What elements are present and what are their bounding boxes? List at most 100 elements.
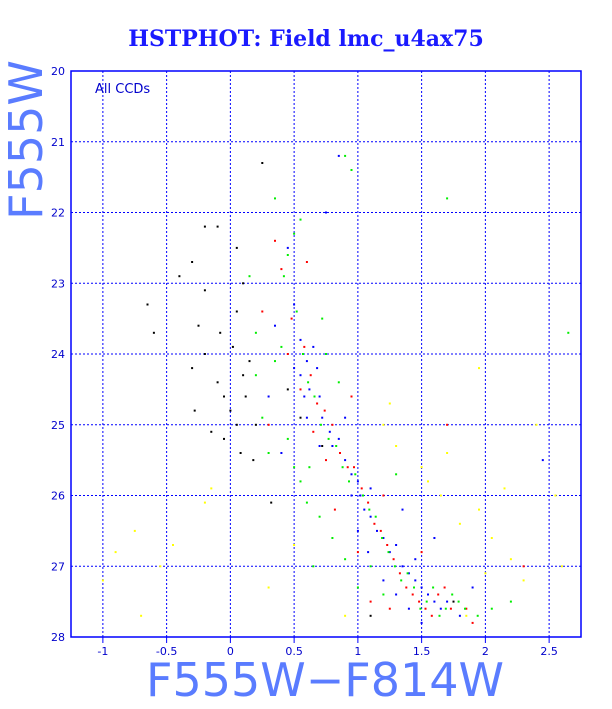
data-point <box>339 452 341 454</box>
data-point <box>331 537 334 539</box>
data-point <box>356 551 359 554</box>
data-point <box>293 544 296 546</box>
data-point <box>478 367 480 370</box>
data-point <box>293 232 296 235</box>
data-point <box>203 289 206 292</box>
data-point <box>290 317 293 320</box>
data-point <box>308 388 311 391</box>
y-tick-label: 24 <box>51 348 65 361</box>
data-point <box>325 211 327 214</box>
data-point <box>458 522 461 525</box>
data-point <box>503 487 506 490</box>
data-point <box>299 480 302 483</box>
data-point <box>323 409 326 412</box>
plot-frame <box>70 70 582 638</box>
data-point <box>363 508 366 511</box>
data-point <box>381 537 384 539</box>
x-tick-label: 0 <box>227 645 234 658</box>
data-point <box>333 508 336 511</box>
data-point <box>484 572 487 575</box>
data-point <box>424 607 427 610</box>
y-tick-labels: 20 21 22 23 24 25 26 27 28 <box>51 65 65 644</box>
data-point <box>427 593 429 596</box>
data-point <box>159 565 162 568</box>
data-point <box>178 275 181 278</box>
data-point <box>303 345 306 348</box>
data-point <box>432 586 435 589</box>
data-point <box>321 317 324 320</box>
data-point <box>274 197 276 200</box>
y-axis-label: F555W <box>0 60 53 220</box>
data-point <box>261 310 264 313</box>
data-point <box>356 480 359 483</box>
data-point <box>369 600 372 603</box>
data-point <box>318 395 321 398</box>
data-point <box>471 621 474 624</box>
x-tick-label: 2 <box>482 645 489 658</box>
data-point <box>235 310 238 313</box>
data-point <box>359 494 362 497</box>
data-point <box>344 416 347 419</box>
data-point <box>267 423 270 426</box>
data-point <box>193 409 196 412</box>
data-point <box>443 586 446 589</box>
data-point <box>305 360 308 363</box>
data-point <box>413 586 415 589</box>
data-point <box>337 381 340 384</box>
data-point <box>449 607 452 610</box>
data-point <box>299 218 302 221</box>
data-point <box>382 579 385 582</box>
data-point <box>560 565 563 568</box>
data-point <box>437 593 440 596</box>
data-point <box>337 437 340 440</box>
data-point <box>331 445 334 447</box>
data-point <box>114 551 117 554</box>
data-point <box>478 508 480 511</box>
data-point <box>341 466 344 469</box>
data-point <box>420 621 423 624</box>
data-point <box>451 593 454 596</box>
data-point <box>133 529 136 532</box>
data-point <box>368 508 371 511</box>
data-point <box>328 430 331 433</box>
data-point <box>239 452 242 454</box>
data-point <box>191 367 194 370</box>
data-point <box>465 607 468 610</box>
data-point <box>252 459 255 462</box>
data-point <box>458 614 461 617</box>
data-point <box>400 579 403 582</box>
data-point <box>407 572 410 575</box>
all-ccds-annotation: All CCDs <box>95 82 150 97</box>
data-point <box>229 409 232 412</box>
data-point <box>254 423 257 426</box>
data-point <box>374 515 377 518</box>
data-point <box>254 331 257 334</box>
data-point <box>293 367 296 370</box>
data-point <box>210 430 213 433</box>
data-point <box>286 388 289 391</box>
data-point <box>305 416 308 419</box>
data-point <box>244 395 247 398</box>
data-point <box>388 607 391 610</box>
data-point <box>344 459 347 462</box>
data-point <box>203 225 206 228</box>
data-point <box>420 586 423 589</box>
data-point <box>242 374 245 377</box>
data-point <box>101 579 104 582</box>
data-point <box>307 381 310 384</box>
x-tick-label: 1 <box>354 645 361 658</box>
data-point <box>299 338 302 341</box>
data-point <box>318 515 321 518</box>
data-point <box>350 169 353 171</box>
data-point <box>395 445 398 447</box>
data-point <box>316 367 319 370</box>
data-point <box>312 430 315 433</box>
data-point <box>303 395 306 398</box>
data-point <box>270 501 273 504</box>
data-point <box>254 374 257 377</box>
data-point <box>321 445 324 447</box>
data-point <box>382 537 385 539</box>
data-point <box>367 551 370 554</box>
data-point <box>401 565 404 568</box>
